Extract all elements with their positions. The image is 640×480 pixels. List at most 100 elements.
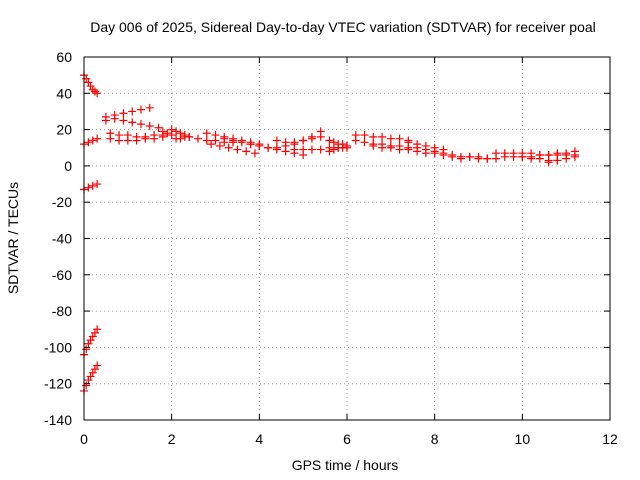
data-point — [456, 152, 465, 161]
y-tick-label: -40 — [52, 231, 72, 247]
data-point — [224, 143, 233, 152]
data-point — [255, 141, 264, 150]
data-point — [246, 140, 255, 149]
data-point — [82, 345, 91, 354]
data-point — [307, 145, 316, 154]
data-point — [132, 136, 141, 145]
data-point — [430, 149, 439, 158]
data-point — [93, 361, 102, 370]
grid — [84, 57, 610, 420]
data-point — [553, 149, 562, 158]
data-point — [86, 372, 95, 381]
series-arc-24 — [369, 141, 430, 158]
data-point — [202, 136, 211, 145]
x-tick-label: 10 — [515, 431, 531, 447]
data-point — [93, 325, 102, 334]
data-point — [553, 156, 562, 165]
data-point — [163, 129, 172, 138]
data-point — [562, 154, 571, 163]
data-point — [518, 152, 527, 161]
x-tick-label: 2 — [168, 431, 176, 447]
chart-title: Day 006 of 2025, Sidereal Day-to-day VTE… — [90, 19, 596, 35]
data-point — [338, 143, 347, 152]
y-tick-label: -80 — [52, 303, 72, 319]
data-point — [351, 136, 360, 145]
x-tick-labels: 0 2 4 6 8 10 12 — [80, 431, 618, 447]
data-point — [88, 85, 97, 94]
data-point — [492, 149, 501, 158]
data-point — [84, 78, 93, 87]
data-point — [404, 138, 413, 147]
data-point — [250, 149, 259, 158]
data-point — [570, 152, 579, 161]
series-arc-2 — [80, 134, 102, 149]
data-point — [413, 140, 422, 149]
series-arc-21 — [325, 141, 351, 156]
y-tick-label: -100 — [44, 339, 72, 355]
series-arc-10 — [158, 127, 176, 140]
series-arc-5 — [80, 361, 102, 395]
data-point — [115, 136, 124, 145]
data-point — [86, 82, 95, 91]
series-arc-12 — [172, 132, 194, 143]
x-axis-label: GPS time / hours — [292, 457, 399, 473]
data-point — [290, 145, 299, 154]
data-point — [272, 136, 281, 145]
data-point — [474, 152, 483, 161]
data-point — [119, 109, 128, 118]
data-point — [150, 134, 159, 143]
data-point — [93, 134, 102, 143]
y-tick-label: 60 — [56, 49, 72, 65]
data-point — [378, 143, 387, 152]
data-point — [421, 149, 430, 158]
data-point — [544, 151, 553, 160]
data-point — [439, 151, 448, 160]
data-point — [535, 151, 544, 160]
data-point — [299, 136, 308, 145]
data-point — [360, 131, 369, 140]
data-point — [158, 127, 167, 136]
data-point — [88, 332, 97, 341]
series-arc-15 — [207, 140, 259, 158]
data-point — [395, 134, 404, 143]
data-point — [329, 145, 338, 154]
x-tick-label: 6 — [343, 431, 351, 447]
x-tick-label: 4 — [255, 431, 263, 447]
data-point — [106, 134, 115, 143]
data-point — [193, 134, 202, 143]
data-point — [421, 141, 430, 150]
data-point — [82, 74, 91, 83]
y-axis-label: SDTVAR / TECUs — [5, 182, 21, 294]
data-point — [136, 120, 145, 129]
data-point — [88, 368, 97, 377]
data-point — [90, 87, 99, 96]
data-point — [483, 154, 492, 163]
data-point — [202, 129, 211, 138]
data-point — [185, 132, 194, 141]
data-point — [544, 158, 553, 167]
data-point — [233, 145, 242, 154]
data-point — [136, 105, 145, 114]
data-point — [93, 180, 102, 189]
data-point — [509, 149, 518, 158]
data-point — [119, 116, 128, 125]
x-tick-label: 12 — [602, 431, 618, 447]
series-arc-19 — [290, 143, 351, 154]
data-point — [527, 152, 536, 161]
data-points — [80, 71, 579, 395]
data-point — [88, 181, 97, 190]
y-tick-label: -20 — [52, 194, 72, 210]
data-point — [90, 365, 99, 374]
data-point — [86, 336, 95, 345]
y-tick-label: 40 — [56, 85, 72, 101]
data-point — [316, 132, 325, 141]
y-tick-label: -140 — [44, 412, 72, 428]
data-point — [145, 103, 154, 112]
data-point — [90, 328, 99, 337]
data-point — [307, 134, 316, 143]
data-point — [145, 121, 154, 130]
data-point — [237, 138, 246, 147]
data-point — [329, 138, 338, 147]
data-point — [316, 145, 325, 154]
